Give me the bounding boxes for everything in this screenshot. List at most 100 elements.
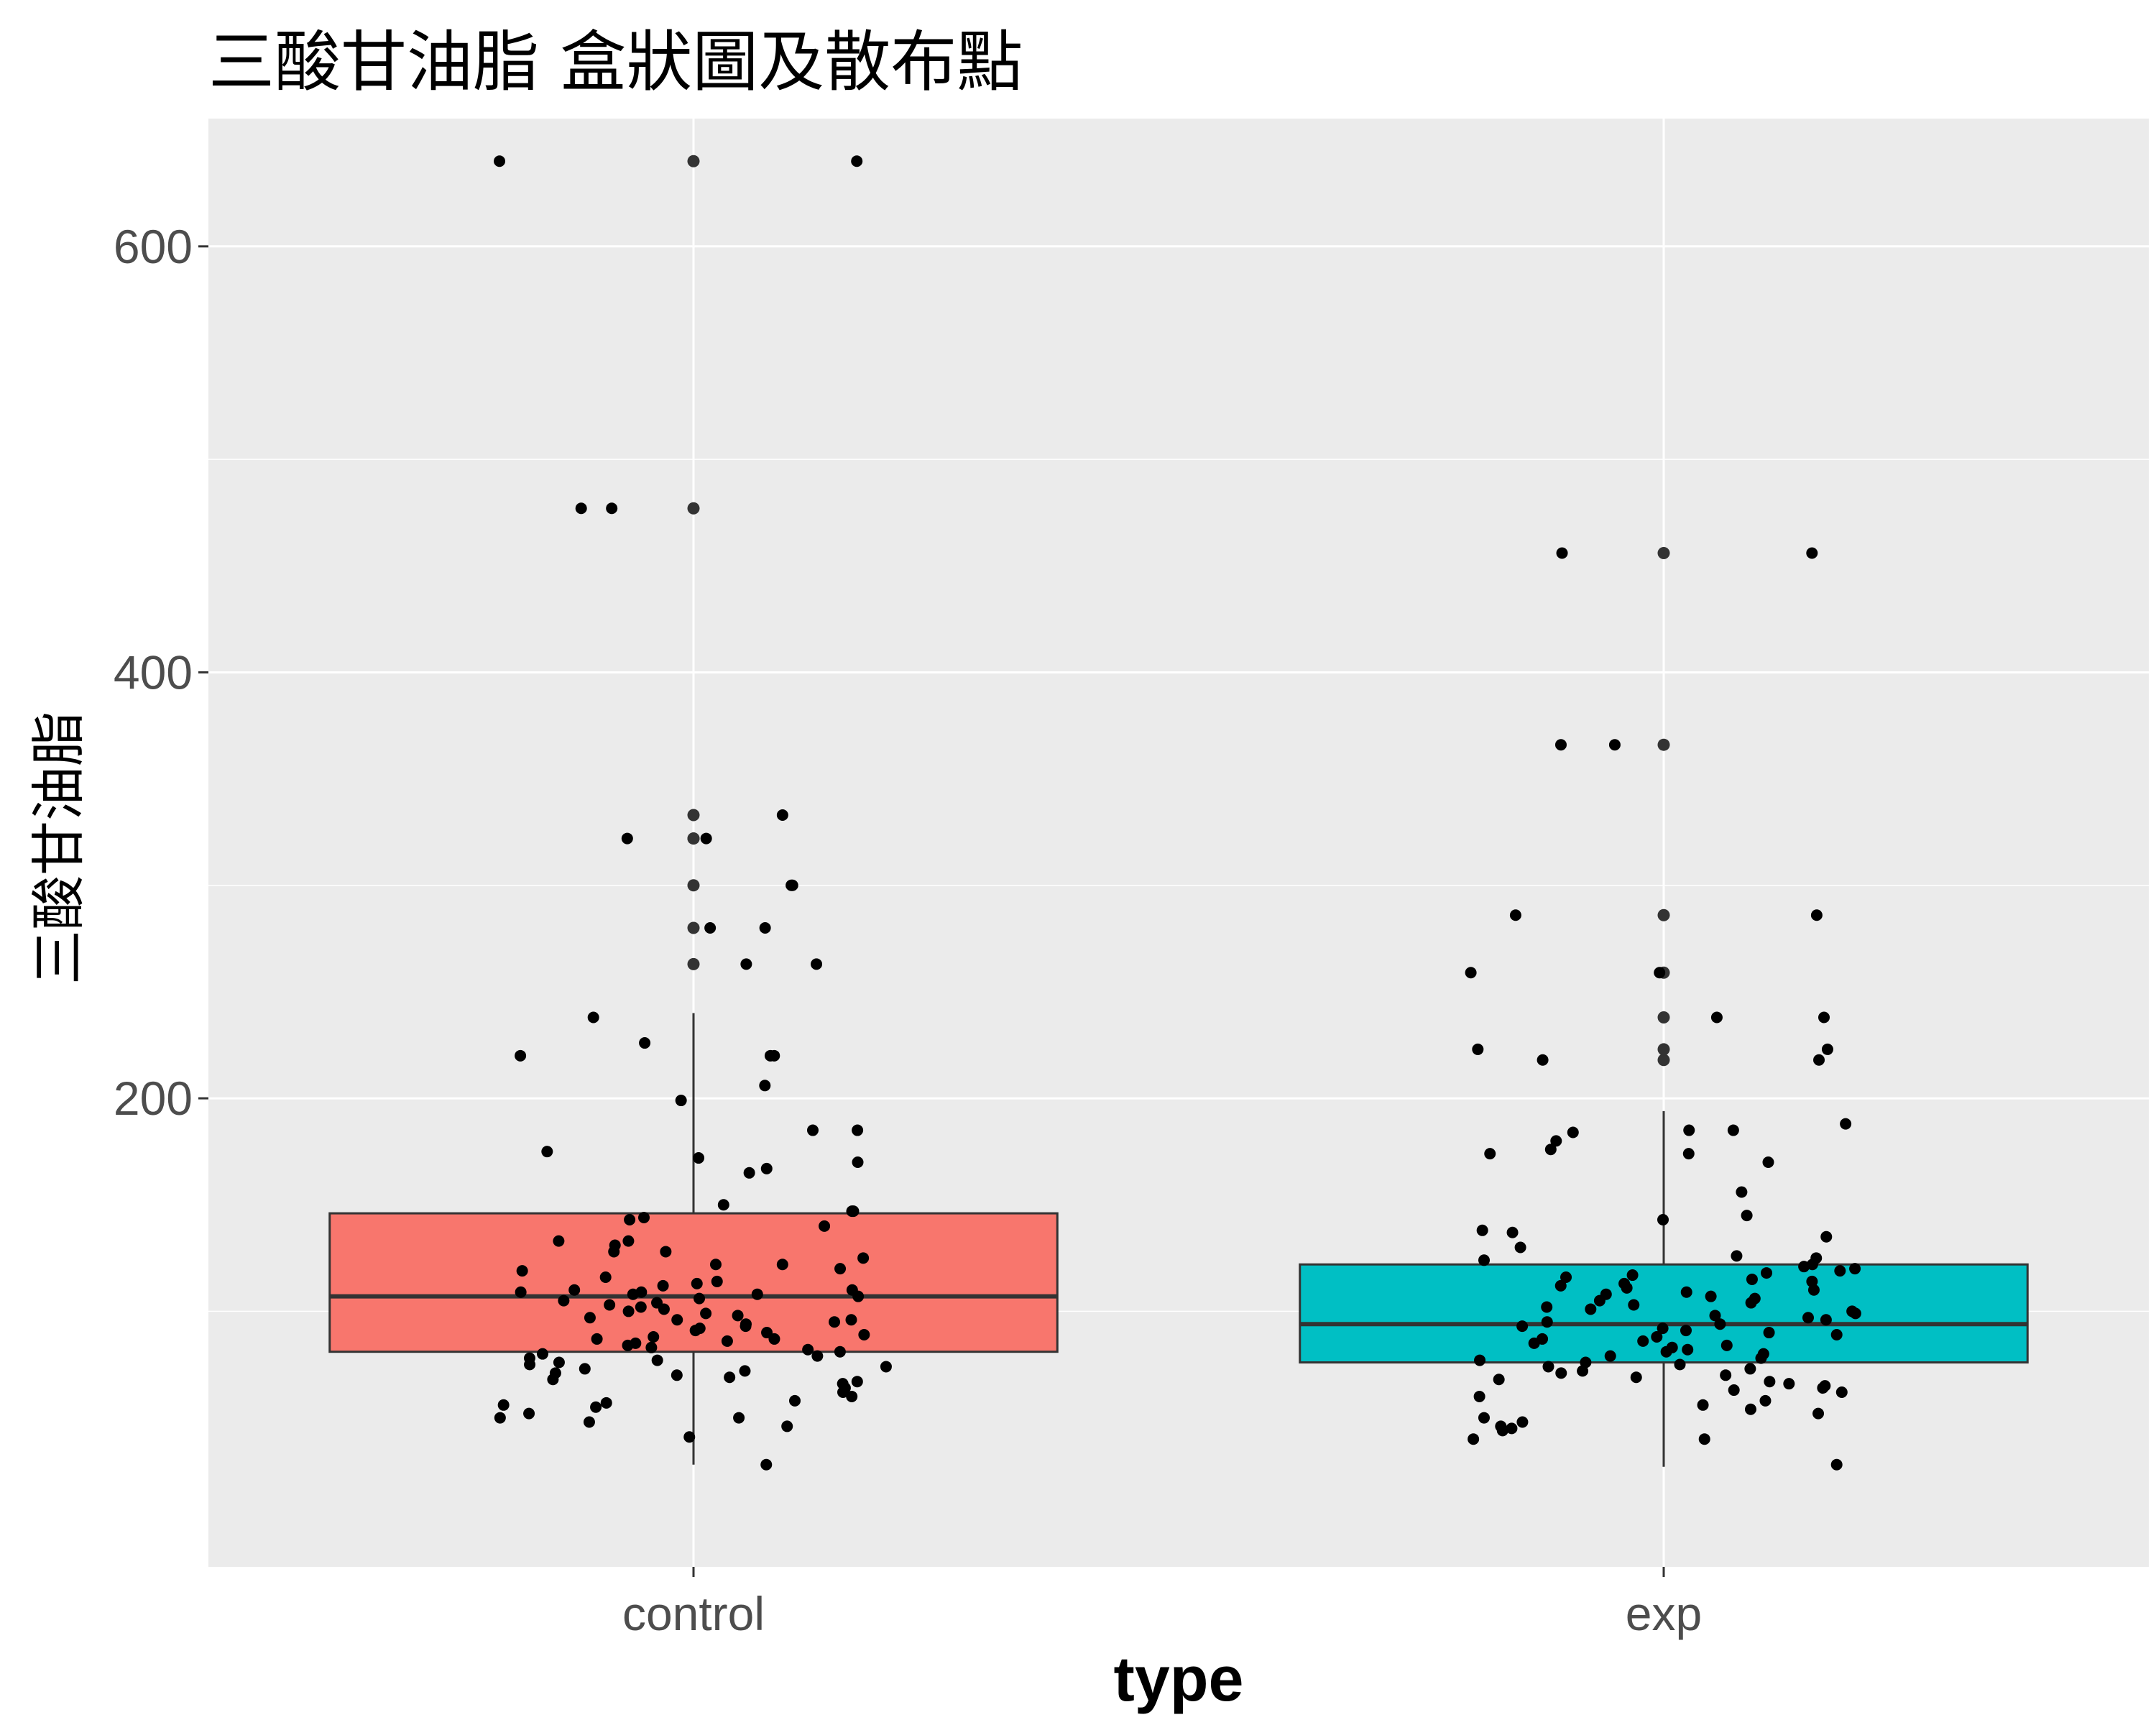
data-point xyxy=(721,1335,733,1347)
data-point xyxy=(1680,1286,1692,1298)
data-point xyxy=(660,1246,672,1258)
data-point xyxy=(1604,1350,1616,1362)
data-point xyxy=(1736,1186,1748,1198)
data-point xyxy=(1840,1118,1852,1130)
data-point xyxy=(1621,1282,1633,1294)
data-point xyxy=(1654,967,1666,979)
data-point xyxy=(1680,1325,1692,1337)
data-point xyxy=(740,1320,752,1333)
data-point xyxy=(1820,1314,1832,1326)
data-point xyxy=(622,1305,635,1317)
data-point xyxy=(1764,1376,1776,1388)
data-point xyxy=(1628,1299,1640,1311)
data-point xyxy=(657,1279,669,1292)
data-point xyxy=(1626,1269,1639,1282)
data-point xyxy=(761,1327,773,1339)
data-point xyxy=(768,1333,780,1345)
data-point xyxy=(604,1299,616,1311)
data-point xyxy=(1542,1361,1554,1373)
data-point xyxy=(1516,1320,1529,1333)
outlier-point xyxy=(1657,1054,1670,1067)
data-point xyxy=(1698,1433,1710,1445)
data-point xyxy=(851,155,863,167)
data-point xyxy=(1506,1226,1519,1238)
data-point xyxy=(1541,1316,1553,1328)
x-tick-label: control xyxy=(622,1587,765,1640)
data-point xyxy=(1651,1330,1663,1343)
data-point xyxy=(515,1286,527,1298)
data-point xyxy=(683,1431,696,1443)
data-point xyxy=(497,1399,510,1411)
data-point xyxy=(599,1271,612,1283)
data-point xyxy=(858,1329,870,1341)
data-point xyxy=(1813,1054,1825,1066)
data-point xyxy=(1468,1433,1480,1445)
data-point xyxy=(1849,1263,1861,1275)
data-point xyxy=(568,1284,581,1296)
data-point xyxy=(1637,1335,1649,1347)
data-point xyxy=(1761,1267,1773,1279)
data-point xyxy=(1745,1297,1757,1309)
data-point xyxy=(1810,909,1823,921)
data-point xyxy=(1674,1358,1686,1371)
data-point xyxy=(1830,1329,1843,1341)
data-point xyxy=(1720,1339,1733,1351)
data-point xyxy=(1755,1352,1767,1364)
data-point xyxy=(608,1246,620,1258)
data-point xyxy=(651,1354,663,1366)
data-point xyxy=(590,1401,602,1413)
data-point xyxy=(1493,1374,1505,1386)
data-point xyxy=(1474,1354,1486,1366)
data-point xyxy=(553,1235,565,1247)
data-point xyxy=(1550,1135,1562,1147)
x-tick-label: exp xyxy=(1626,1587,1702,1640)
data-point xyxy=(1509,909,1521,921)
data-point xyxy=(709,1259,722,1271)
data-point xyxy=(675,1095,687,1107)
outlier-point xyxy=(1657,908,1670,921)
data-point xyxy=(1741,1210,1753,1222)
data-point xyxy=(740,958,752,970)
data-point xyxy=(733,1412,745,1424)
y-axis-label: 三酸甘油脂 xyxy=(27,712,91,985)
data-point xyxy=(764,1049,776,1062)
outlier-point xyxy=(687,921,700,934)
data-point xyxy=(1585,1303,1597,1315)
data-point xyxy=(1783,1378,1795,1390)
axes: 200 400 600 control exp xyxy=(114,220,1702,1640)
data-point xyxy=(600,1397,612,1409)
outlier-point xyxy=(687,809,700,822)
outlier-point xyxy=(687,502,700,515)
data-point xyxy=(711,1275,723,1287)
data-point xyxy=(880,1361,892,1373)
data-point xyxy=(851,1376,863,1388)
data-point xyxy=(591,1333,603,1345)
data-point xyxy=(645,1341,658,1353)
data-point xyxy=(846,1205,858,1218)
data-point xyxy=(536,1348,548,1360)
data-point xyxy=(743,1167,755,1179)
data-point xyxy=(789,1394,801,1407)
data-point xyxy=(776,1259,788,1271)
outlier-point xyxy=(1657,738,1670,751)
data-point xyxy=(834,1346,846,1358)
data-point xyxy=(1806,547,1818,559)
data-point xyxy=(579,1363,591,1375)
data-point xyxy=(760,1458,773,1471)
data-point xyxy=(1830,1458,1843,1471)
data-point xyxy=(1682,1148,1695,1160)
data-point xyxy=(829,1316,841,1328)
data-point xyxy=(1528,1337,1540,1349)
data-point xyxy=(606,502,618,515)
points-exp xyxy=(1465,547,1861,1471)
data-point xyxy=(1682,1343,1694,1356)
data-point xyxy=(1554,739,1567,751)
data-point xyxy=(553,1356,565,1368)
data-point xyxy=(1593,1294,1606,1307)
data-point xyxy=(1798,1261,1810,1273)
data-point xyxy=(575,502,587,515)
data-point xyxy=(1746,1273,1758,1285)
data-point xyxy=(558,1294,570,1307)
y-tick-label: 400 xyxy=(114,645,193,699)
